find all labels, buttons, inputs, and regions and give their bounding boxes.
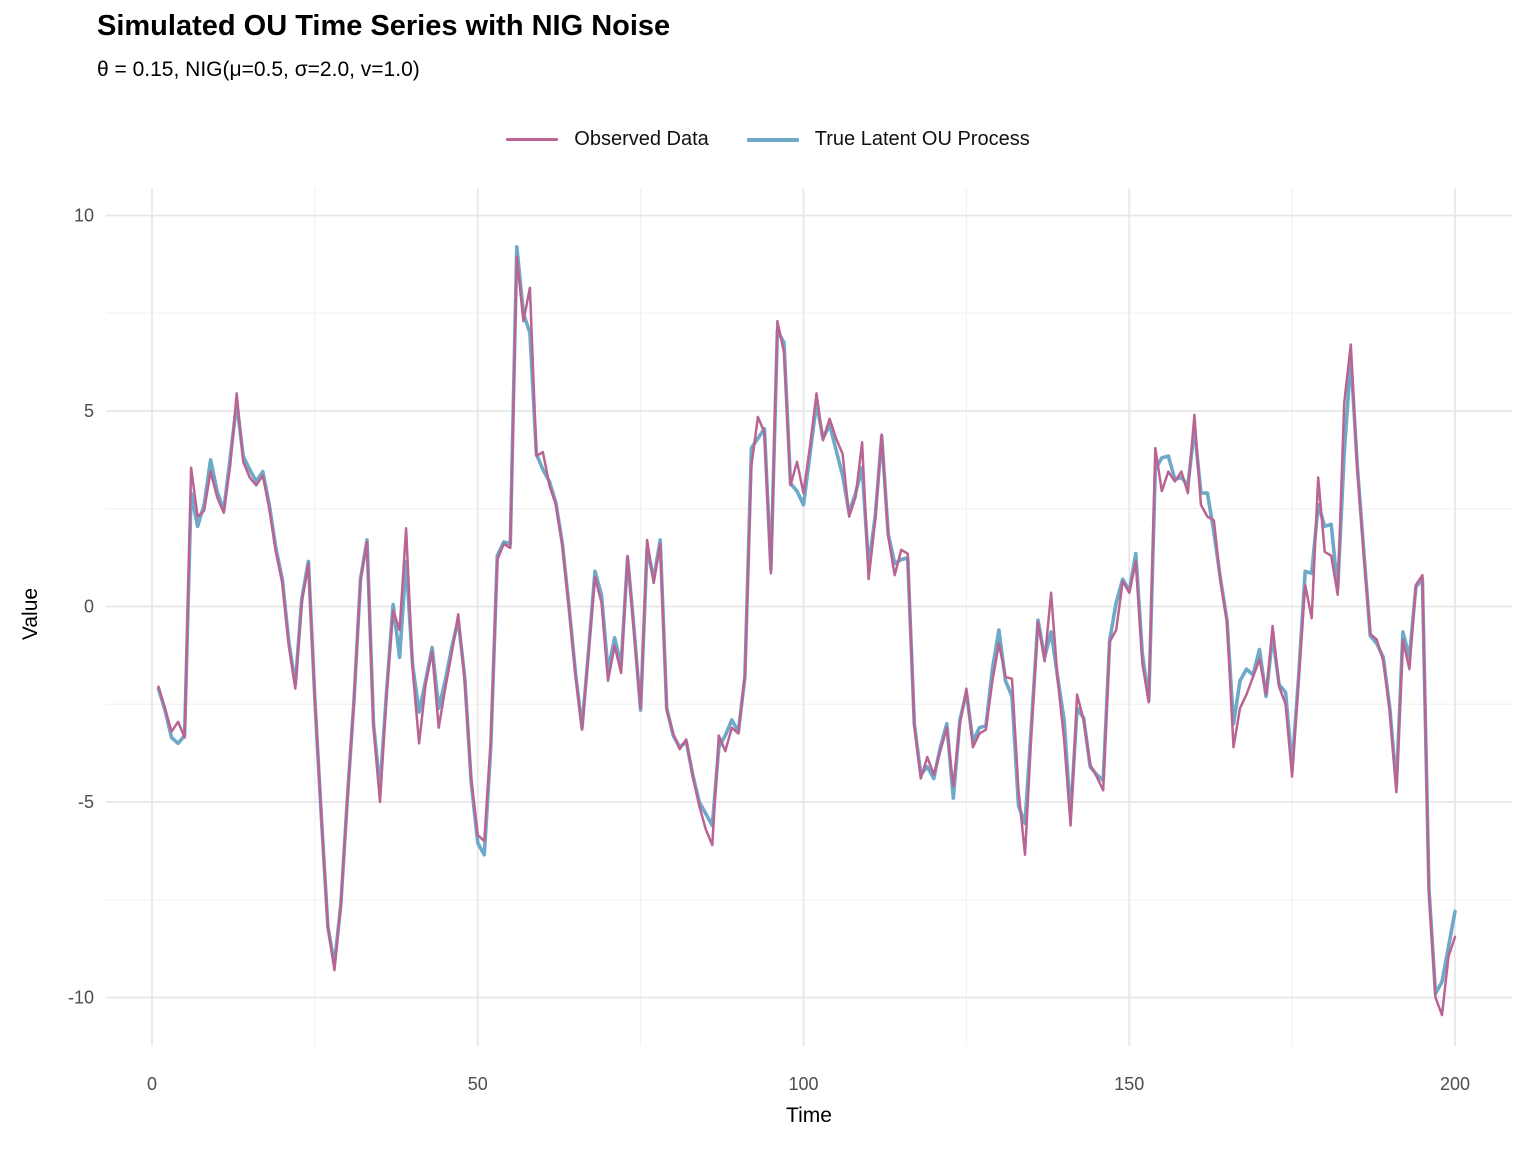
- y-tick-label: 5: [84, 401, 94, 421]
- x-axis-title: Time: [786, 1104, 832, 1127]
- y-tick-label: -5: [78, 792, 94, 812]
- x-tick-label: 50: [468, 1074, 488, 1094]
- y-tick-label: 10: [74, 206, 94, 226]
- legend-label: Observed Data: [574, 128, 709, 150]
- chart-subtitle: θ = 0.15, NIG(μ=0.5, σ=2.0, v=1.0): [97, 58, 420, 81]
- x-tick-label: 0: [147, 1074, 157, 1094]
- chart-title: Simulated OU Time Series with NIG Noise: [97, 10, 671, 42]
- y-tick-label: -10: [68, 988, 94, 1008]
- y-tick-label: 0: [84, 597, 94, 617]
- x-tick-label: 150: [1114, 1074, 1144, 1094]
- x-tick-label: 200: [1440, 1074, 1470, 1094]
- latent-line-swatch: [746, 137, 799, 142]
- legend-item-latent: True Latent OU Process: [746, 128, 1030, 151]
- legend: Observed Data True Latent OU Process: [0, 128, 1536, 151]
- legend-label: True Latent OU Process: [814, 128, 1030, 150]
- observed-line-swatch: [506, 138, 559, 141]
- legend-item-observed: Observed Data: [506, 128, 709, 151]
- y-axis-title: Value: [19, 587, 42, 641]
- x-tick-label: 100: [788, 1074, 818, 1094]
